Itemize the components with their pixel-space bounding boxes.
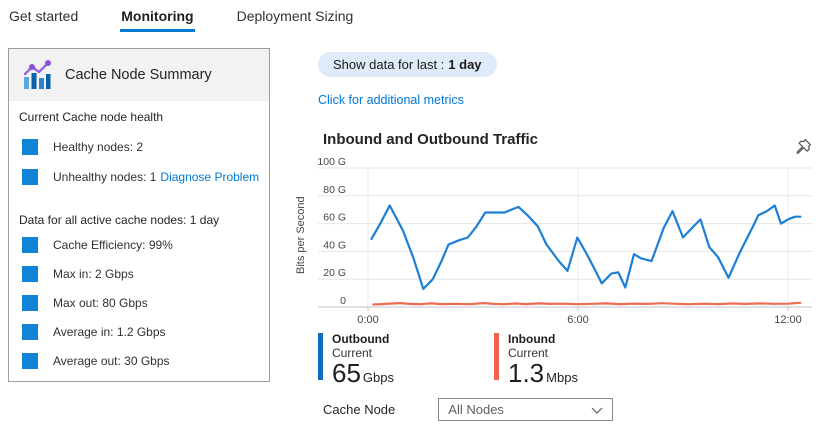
data-section-heading: Data for all active cache nodes: 1 day <box>19 213 220 227</box>
y-axis-label: Bits per Second <box>295 196 307 274</box>
tab-get-started[interactable]: Get started <box>9 8 79 24</box>
chart-title: Inbound and Outbound Traffic <box>323 131 538 148</box>
outbound-sub: Current <box>332 346 373 360</box>
cache-efficiency-row: Cache Efficiency: 99% <box>22 237 269 253</box>
healthy-nodes-label: Healthy nodes: 2 <box>53 140 144 154</box>
blue-square-icon <box>22 169 38 185</box>
blue-square-icon <box>22 353 38 369</box>
time-range-value: 1 day <box>448 57 482 72</box>
inbound-unit: Mbps <box>546 370 578 385</box>
average-out-row: Average out: 30 Gbps <box>22 353 269 369</box>
unhealthy-nodes-label: Unhealthy nodes: 1 <box>53 170 157 184</box>
cache-node-selected-value: All Nodes <box>448 402 504 417</box>
average-in-row: Average in: 1.2 Gbps <box>22 324 269 340</box>
max-out-row: Max out: 80 Gbps <box>22 295 269 311</box>
svg-text:6:00: 6:00 <box>567 314 588 326</box>
svg-text:100 G: 100 G <box>318 156 346 168</box>
additional-metrics-link[interactable]: Click for additional metrics <box>318 93 464 107</box>
svg-text:12:00: 12:00 <box>774 314 802 326</box>
outbound-value: 65 <box>332 358 361 388</box>
average-out-label: Average out: 30 Gbps <box>53 354 170 368</box>
healthy-nodes-row: Healthy nodes: 2 <box>22 139 269 155</box>
blue-square-icon <box>22 295 38 311</box>
outbound-color-bar <box>318 333 323 380</box>
max-in-row: Max in: 2 Gbps <box>22 266 269 282</box>
svg-text:0: 0 <box>340 295 346 307</box>
tab-bar: Get started Monitoring Deployment Sizing <box>8 0 354 32</box>
cache-node-dropdown[interactable]: All Nodes <box>438 398 614 421</box>
time-range-pill[interactable]: Show data for last : 1 day <box>318 52 497 77</box>
inbound-value: 1.3 <box>508 358 545 388</box>
panel-header: Cache Node Summary <box>9 49 269 101</box>
tab-deployment-sizing[interactable]: Deployment Sizing <box>236 8 354 24</box>
traffic-line-chart: 0:00 6:00 12:00 100 G 80 G 60 G 40 G 20 G 0 <box>318 156 812 326</box>
panel-title: Cache Node Summary <box>65 67 212 83</box>
blue-square-icon <box>22 266 38 282</box>
inbound-color-bar <box>494 333 499 380</box>
svg-text:40 G: 40 G <box>323 239 346 251</box>
blue-square-icon <box>22 139 38 155</box>
blue-square-icon <box>22 237 38 253</box>
blue-square-icon <box>22 324 38 340</box>
cache-node-summary-panel: Cache Node Summary Current Cache node he… <box>8 48 270 382</box>
inbound-sub: Current <box>508 346 549 360</box>
cache-efficiency-label: Cache Efficiency: 99% <box>53 238 173 252</box>
pin-icon[interactable] <box>793 137 813 157</box>
unhealthy-nodes-row: Unhealthy nodes: 1 Diagnose Problem <box>22 169 269 185</box>
svg-text:20 G: 20 G <box>323 267 346 279</box>
svg-text:60 G: 60 G <box>323 212 346 224</box>
legend-inbound: Inbound Current 1.3 Mbps <box>494 332 578 388</box>
cache-node-label: Cache Node <box>323 402 396 417</box>
diagnose-problem-link[interactable]: Diagnose Problem <box>160 170 260 184</box>
inbound-name: Inbound <box>508 332 556 346</box>
chart-legend: Outbound Current 65 Gbps Inbound Current… <box>318 332 578 388</box>
health-section-heading: Current Cache node health <box>19 110 164 124</box>
outbound-name: Outbound <box>332 332 390 346</box>
svg-text:0:00: 0:00 <box>357 314 378 326</box>
chevron-down-icon <box>591 402 603 417</box>
max-out-label: Max out: 80 Gbps <box>53 296 148 310</box>
svg-text:80 G: 80 G <box>323 184 346 196</box>
time-range-prefix: Show data for last : <box>333 57 445 72</box>
max-in-label: Max in: 2 Gbps <box>53 267 134 281</box>
cache-node-row: Cache Node All Nodes <box>323 398 614 421</box>
legend-outbound: Outbound Current 65 Gbps <box>318 332 394 388</box>
outbound-unit: Gbps <box>362 370 394 385</box>
chart-stats-icon <box>23 60 51 90</box>
tab-monitoring[interactable]: Monitoring <box>120 0 195 32</box>
average-in-label: Average in: 1.2 Gbps <box>53 325 166 339</box>
